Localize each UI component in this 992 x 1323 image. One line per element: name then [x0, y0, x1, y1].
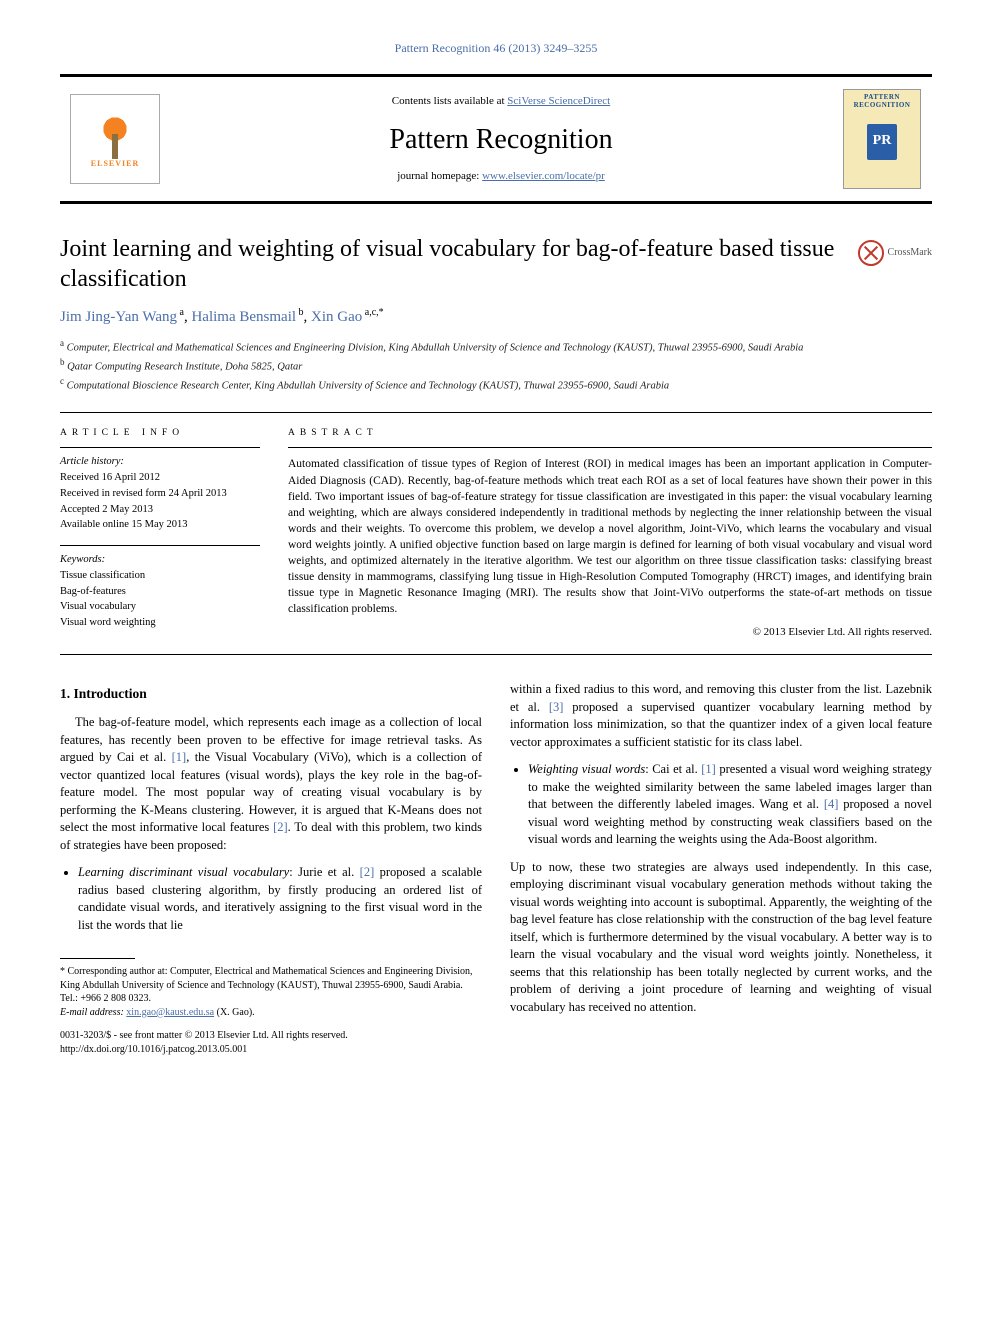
- article-title: Joint learning and weighting of visual v…: [60, 234, 844, 294]
- keyword: Bag-of-features: [60, 584, 260, 600]
- author-affil-sup: b: [296, 307, 304, 318]
- cover-box: PATTERN RECOGNITION PR: [832, 77, 932, 201]
- intro-para-1: The bag-of-feature model, which represen…: [60, 714, 482, 854]
- contents-text: Contents lists available at: [392, 95, 507, 107]
- affiliation-a: Computer, Electrical and Mathematical Sc…: [67, 343, 804, 354]
- corr-footnote-text: * Corresponding author at: Computer, Ele…: [60, 965, 482, 1006]
- history-accepted: Accepted 2 May 2013: [60, 502, 260, 518]
- journal-banner: ELSEVIER Contents lists available at Sci…: [60, 74, 932, 204]
- contents-line: Contents lists available at SciVerse Sci…: [392, 94, 610, 109]
- list-item: Weighting visual words: Cai et al. [1] p…: [528, 761, 932, 849]
- cover-emblem-icon: PR: [867, 124, 897, 160]
- abstract-copyright: © 2013 Elsevier Ltd. All rights reserved…: [288, 625, 932, 640]
- email-who: (X. Gao).: [214, 1007, 255, 1018]
- author-affil-sup: a: [177, 307, 184, 318]
- keywords-head: Keywords:: [60, 552, 260, 568]
- abstract-text: Automated classification of tissue types…: [288, 447, 932, 617]
- citation-link[interactable]: [1]: [172, 750, 187, 764]
- history-online: Available online 15 May 2013: [60, 517, 260, 533]
- citation-link[interactable]: [4]: [824, 797, 839, 811]
- citation-link[interactable]: [3]: [549, 700, 564, 714]
- front-matter-line: 0031-3203/$ - see front matter © 2013 El…: [60, 1029, 482, 1056]
- author-affil-sup: a,c,*: [362, 307, 383, 318]
- homepage-line: journal homepage: www.elsevier.com/locat…: [397, 169, 605, 184]
- journal-homepage-link[interactable]: www.elsevier.com/locate/pr: [482, 170, 605, 182]
- article-body: 1. Introduction The bag-of-feature model…: [60, 681, 932, 1056]
- corresponding-footnote: * Corresponding author at: Computer, Ele…: [60, 965, 482, 1019]
- footnote-rule: [60, 958, 135, 959]
- crossmark-badge[interactable]: CrossMark: [858, 234, 932, 266]
- citation-link[interactable]: [2]: [273, 820, 288, 834]
- author-link[interactable]: Jim Jing-Yan Wang: [60, 309, 177, 325]
- cover-title: PATTERN RECOGNITION: [848, 94, 916, 109]
- section-rule: [60, 654, 932, 655]
- section-rule: [60, 412, 932, 413]
- affiliation-c: Computational Bioscience Research Center…: [67, 380, 670, 391]
- keyword: Visual vocabulary: [60, 599, 260, 615]
- article-history: Article history: Received 16 April 2012 …: [60, 447, 260, 533]
- list-em: Weighting visual words: [528, 762, 645, 776]
- doi-line: http://dx.doi.org/10.1016/j.patcog.2013.…: [60, 1043, 482, 1057]
- journal-citation: Pattern Recognition 46 (2013) 3249–3255: [60, 40, 932, 56]
- homepage-prefix: journal homepage:: [397, 170, 482, 182]
- crossmark-label: CrossMark: [888, 246, 932, 260]
- publisher-logo-box: ELSEVIER: [60, 77, 170, 201]
- history-head: Article history:: [60, 454, 260, 470]
- keyword: Tissue classification: [60, 568, 260, 584]
- list-item: Learning discriminant visual vocabulary:…: [78, 864, 482, 934]
- history-revised: Received in revised form 24 April 2013: [60, 486, 260, 502]
- journal-name: Pattern Recognition: [389, 121, 612, 159]
- elsevier-logo: ELSEVIER: [70, 94, 160, 184]
- corr-email-link[interactable]: xin.gao@kaust.edu.sa: [126, 1007, 214, 1018]
- email-label: E-mail address:: [60, 1007, 126, 1018]
- publisher-label: ELSEVIER: [91, 159, 139, 170]
- affiliation-b: Qatar Computing Research Institute, Doha…: [67, 362, 302, 373]
- journal-cover: PATTERN RECOGNITION PR: [843, 89, 921, 189]
- author-link[interactable]: Xin Gao: [311, 309, 362, 325]
- abstract-label: abstract: [288, 427, 932, 440]
- col2-continuation: within a fixed radius to this word, and …: [510, 681, 932, 751]
- section-heading-intro: 1. Introduction: [60, 685, 482, 704]
- crossmark-icon: [858, 240, 884, 266]
- author-link[interactable]: Halima Bensmail: [191, 309, 296, 325]
- corr-mark: *: [379, 307, 384, 318]
- article-info-label: article info: [60, 427, 260, 440]
- citation-link[interactable]: [1]: [701, 762, 716, 776]
- keywords: Keywords: Tissue classification Bag-of-f…: [60, 545, 260, 631]
- list-em: Learning discriminant visual vocabulary: [78, 865, 289, 879]
- affiliations: a Computer, Electrical and Mathematical …: [60, 337, 932, 393]
- elsevier-tree-icon: [90, 109, 140, 159]
- authors-line: Jim Jing-Yan Wang a, Halima Bensmail b, …: [60, 306, 932, 327]
- keyword: Visual word weighting: [60, 615, 260, 631]
- intro-para-2: Up to now, these two strategies are alwa…: [510, 859, 932, 1017]
- copyright-front: 0031-3203/$ - see front matter © 2013 El…: [60, 1029, 482, 1043]
- citation-link[interactable]: [2]: [360, 865, 375, 879]
- sciencedirect-link[interactable]: SciVerse ScienceDirect: [507, 95, 610, 107]
- history-received: Received 16 April 2012: [60, 470, 260, 486]
